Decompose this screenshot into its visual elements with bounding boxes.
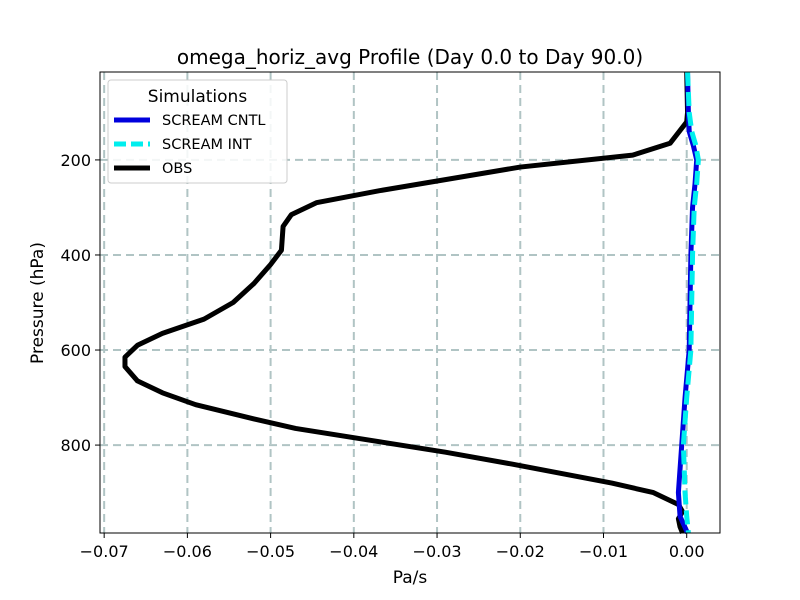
- x-axis-label: Pa/s: [393, 568, 428, 588]
- x-tick-label: −0.01: [579, 542, 628, 561]
- y-tick-label: 400: [60, 246, 91, 265]
- x-tick-label: −0.02: [496, 542, 545, 561]
- series-line-obs: [122, 71, 691, 534]
- y-axis-ticks: 200 400 600 800: [60, 151, 100, 455]
- x-tick-label: −0.07: [80, 542, 129, 561]
- legend-label: OBS: [162, 161, 192, 177]
- x-tick-label: −0.04: [329, 542, 378, 561]
- x-tick-label: 0.00: [669, 542, 705, 561]
- y-tick-label: 600: [60, 341, 91, 360]
- grid: [100, 72, 720, 533]
- chart-title: omega_horiz_avg Profile (Day 0.0 to Day …: [177, 45, 643, 69]
- plot-frame: [99, 71, 721, 534]
- legend-label: SCREAM CNTL: [162, 113, 266, 129]
- y-tick-label: 200: [60, 151, 91, 170]
- x-tick-label: −0.06: [163, 542, 212, 561]
- legend-entries: SCREAM CNTL SCREAM INT OBS: [114, 113, 266, 177]
- legend-box: [107, 79, 288, 184]
- y-axis-label: Pressure (hPa): [28, 242, 48, 364]
- x-tick-label: −0.03: [413, 542, 462, 561]
- series-line-scream-int: [680, 71, 701, 534]
- y-tick-label: 800: [60, 436, 91, 455]
- x-tick-label: −0.05: [246, 542, 295, 561]
- legend: Simulations SCREAM CNTL SCREAM INT OBS: [107, 79, 288, 184]
- x-axis-ticks: −0.07 −0.06 −0.05 −0.04 −0.03 −0.02 −0.01 0.00: [80, 533, 705, 561]
- legend-title: Simulations: [148, 87, 248, 107]
- legend-label: SCREAM INT: [162, 137, 252, 153]
- series-layer: [122, 71, 701, 535]
